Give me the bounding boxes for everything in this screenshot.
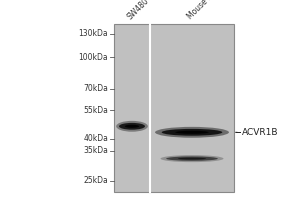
Text: 70kDa: 70kDa <box>83 84 108 93</box>
Ellipse shape <box>155 127 229 138</box>
Text: Mouse kidney: Mouse kidney <box>186 0 229 21</box>
Ellipse shape <box>119 123 145 130</box>
Text: 25kDa: 25kDa <box>83 176 108 185</box>
Text: ACVR1B: ACVR1B <box>242 128 278 137</box>
Text: 130kDa: 130kDa <box>78 29 108 38</box>
Text: SW480: SW480 <box>126 0 151 21</box>
Ellipse shape <box>178 158 206 160</box>
Ellipse shape <box>160 155 224 162</box>
Text: 100kDa: 100kDa <box>78 53 108 62</box>
Ellipse shape <box>176 131 208 134</box>
Ellipse shape <box>125 125 139 128</box>
Text: 55kDa: 55kDa <box>83 106 108 115</box>
Text: 40kDa: 40kDa <box>83 134 108 143</box>
Bar <box>114 24 234 192</box>
Ellipse shape <box>166 156 218 161</box>
Ellipse shape <box>116 121 148 132</box>
Text: 35kDa: 35kDa <box>83 146 108 155</box>
Ellipse shape <box>162 129 222 136</box>
